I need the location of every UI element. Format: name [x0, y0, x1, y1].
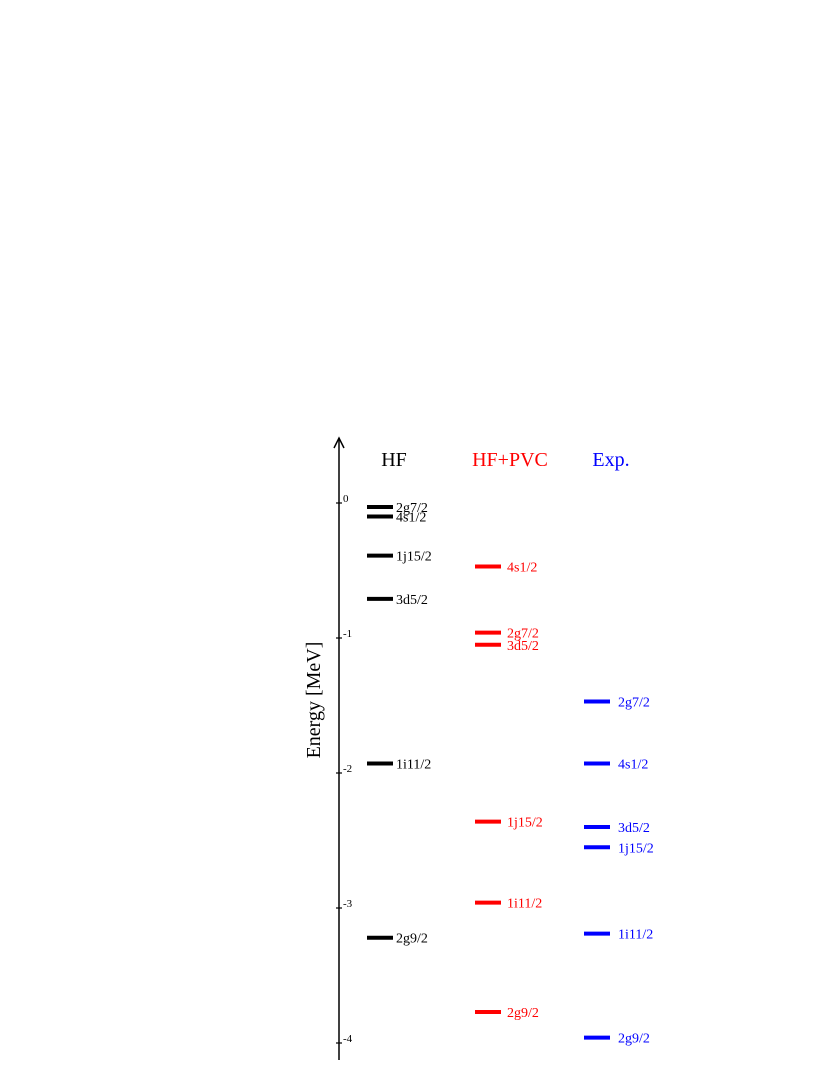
level-label: 2g9/2 — [396, 932, 428, 947]
level-columns: HF2g7/24s1/21j15/23d5/21i11/22g9/2HF+PVC… — [367, 449, 654, 1047]
level-label: 1j15/2 — [618, 841, 654, 856]
level-label: 2g9/2 — [507, 1006, 539, 1021]
level-label: 3d5/2 — [396, 593, 428, 608]
column-title: Exp. — [592, 449, 629, 471]
y-tick-label: -3 — [343, 898, 353, 910]
level-column: Exp. 2g7/2 4s1/2 3d5/2 1j15/2 1i11/2 2g9/2 — [584, 449, 654, 1047]
y-axis-label: Energy [MeV] — [303, 642, 325, 759]
level-label: 4s1/2 — [507, 560, 537, 575]
level-label: 1i11/2 — [396, 758, 431, 773]
level-label: 1j15/2 — [507, 816, 543, 831]
level-label: 4s1/2 — [618, 758, 648, 773]
column-title: HF — [381, 449, 407, 471]
column-title: HF+PVC — [472, 449, 548, 471]
y-tick-label: -4 — [343, 1033, 353, 1045]
y-axis-ticks: 0 -1 -2 -3 -4 — [336, 493, 353, 1045]
level-label: 2g9/2 — [618, 1032, 650, 1047]
y-axis-arrowhead — [333, 436, 345, 449]
y-tick-label: -2 — [343, 763, 352, 775]
y-tick-label: 0 — [343, 493, 349, 505]
level-label: 2g7/2 — [618, 695, 650, 710]
level-label: 3d5/2 — [507, 639, 539, 654]
y-tick-label: -1 — [343, 628, 352, 640]
level-label: 2g7/2 — [396, 501, 428, 516]
level-label: 3d5/2 — [618, 821, 650, 836]
level-label: 1i11/2 — [618, 928, 653, 943]
level-label: 1i11/2 — [507, 897, 542, 912]
energy-axis — [333, 436, 345, 1060]
level-label: 4s1/2 — [396, 511, 426, 526]
level-label: 2g7/2 — [507, 627, 539, 642]
level-label: 1j15/2 — [396, 550, 432, 565]
